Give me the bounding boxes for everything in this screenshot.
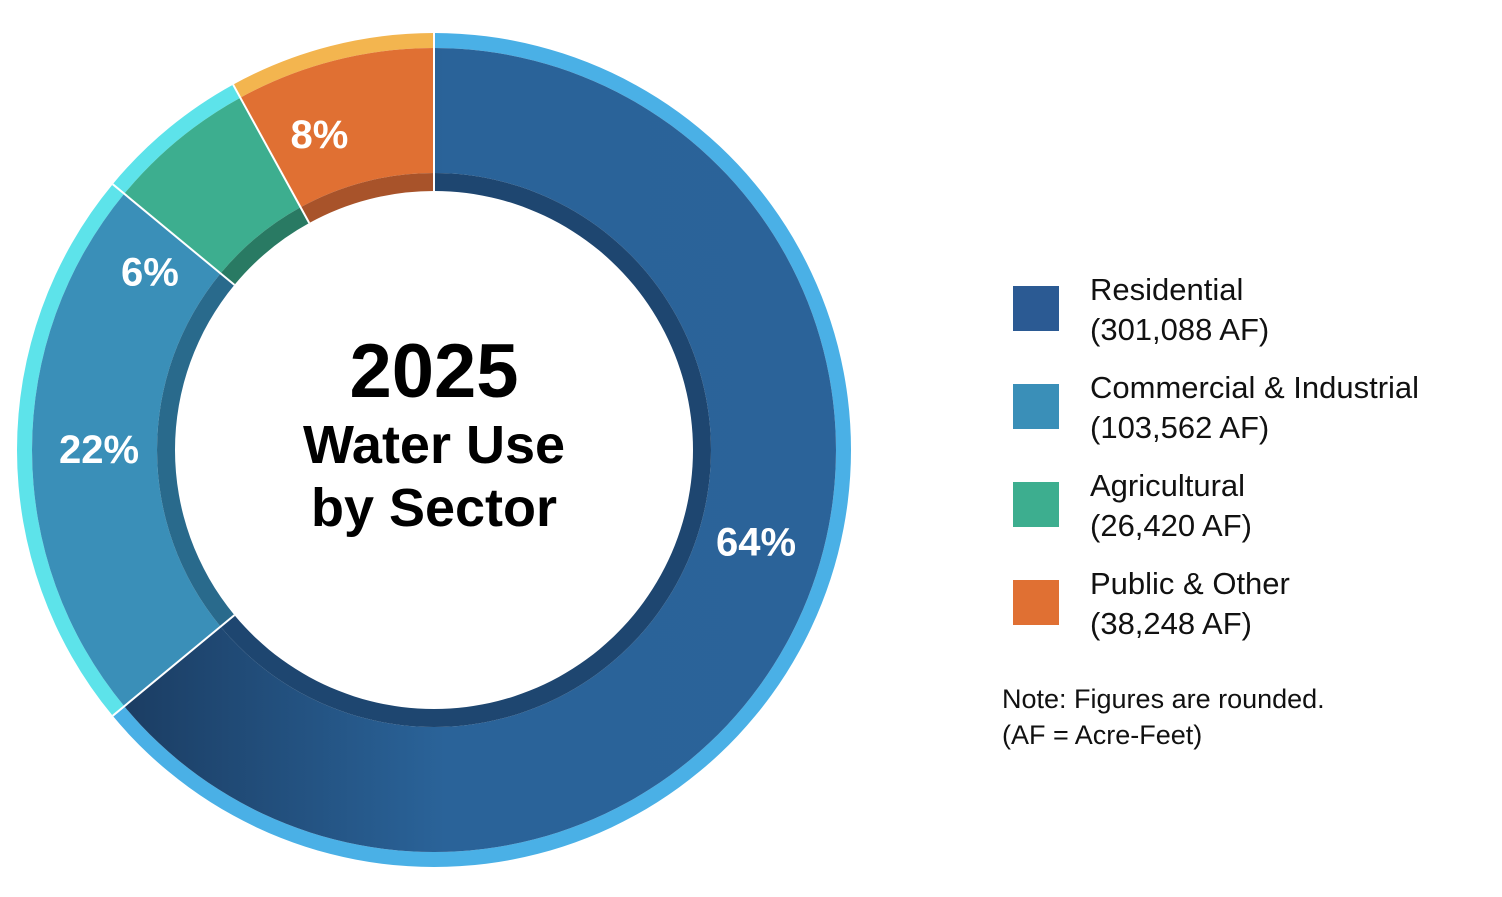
- legend-value: (301,088 AF): [1090, 312, 1270, 347]
- chart-subtitle-line2: by Sector: [310, 478, 558, 538]
- legend-value: (103,562 AF): [1090, 410, 1270, 445]
- legend-swatch: [1013, 580, 1059, 625]
- donut-chart: 64% 22% 6% 8%: [16, 33, 851, 868]
- slice-separator: [112, 183, 236, 286]
- slice-commercial-industrial: [31, 193, 221, 707]
- data-label-public-other: 8%: [291, 113, 349, 157]
- slice-rim-agricultural: [112, 84, 241, 194]
- slice-public-other: [240, 48, 434, 208]
- legend-swatch: [1013, 384, 1059, 429]
- slice-inner-residential: [220, 173, 711, 727]
- footnote: Note: Figures are rounded. (AF = Acre-Fe…: [1002, 681, 1325, 753]
- note-line1: Note: Figures are rounded.: [1002, 684, 1325, 714]
- slice-residential: [124, 48, 837, 853]
- data-label-agricultural: 6%: [121, 250, 179, 294]
- legend-swatch: [1013, 286, 1059, 331]
- legend-label: Public & Other: [1090, 566, 1290, 601]
- data-label-residential: 64%: [716, 520, 796, 564]
- slice-rim-public-other: [233, 33, 434, 98]
- slice-inner-public-other: [300, 173, 434, 224]
- legend-value: (38,248 AF): [1090, 606, 1252, 641]
- legend-label: Residential: [1090, 272, 1244, 307]
- chart-title: 2025: [349, 329, 519, 414]
- slice-rim-residential: [112, 33, 851, 868]
- slice-inner-agricultural: [220, 207, 310, 285]
- slice-rim-commercial-industrial: [16, 184, 125, 716]
- slice-separator: [232, 84, 311, 224]
- legend-swatch: [1013, 482, 1059, 527]
- legend-label: Commercial & Industrial: [1090, 370, 1420, 405]
- slice-inner-commercial-industrial: [156, 273, 235, 627]
- legend-label: Agricultural: [1090, 468, 1246, 503]
- legend-value: (26,420 AF): [1090, 508, 1252, 543]
- data-label-commercial-industrial: 22%: [59, 428, 139, 472]
- slice-separator: [112, 614, 236, 717]
- note-line2: (AF = Acre-Feet): [1002, 720, 1203, 750]
- chart-subtitle-line1: Water Use: [302, 415, 566, 475]
